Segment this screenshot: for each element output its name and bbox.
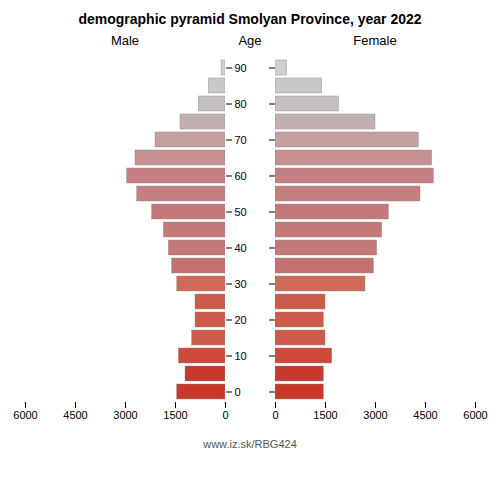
svg-text:4500: 4500: [413, 409, 437, 421]
svg-text:90: 90: [235, 62, 247, 74]
svg-text:60: 60: [235, 170, 247, 182]
svg-text:1500: 1500: [163, 409, 187, 421]
html-text:Age: Age: [238, 33, 262, 48]
svg-text:10: 10: [235, 350, 247, 362]
svg-text:40: 40: [235, 242, 247, 254]
svg-text:50: 50: [235, 206, 247, 218]
svg-text:6000: 6000: [13, 409, 37, 421]
svg-text:70: 70: [235, 134, 247, 146]
svg-text:3000: 3000: [113, 409, 137, 421]
svg-text:6000: 6000: [463, 409, 487, 421]
svg-text:1500: 1500: [313, 409, 337, 421]
svg-text:20: 20: [235, 314, 247, 326]
html-text:demographic pyramid Smolyan Pr: demographic pyramid Smolyan Province, ye…: [78, 11, 422, 27]
svg-text:3000: 3000: [363, 409, 387, 421]
svg-text:4500: 4500: [63, 409, 87, 421]
html-text:Male: Male: [110, 33, 140, 48]
html-text:Female: Female: [353, 33, 397, 48]
svg-text:0: 0: [235, 386, 241, 398]
svg-text:0: 0: [222, 409, 228, 421]
svg-text:30: 30: [235, 278, 247, 290]
svg-text:80: 80: [235, 98, 247, 110]
html-text:www.iz.sk/RBG424: www.iz.sk/RBG424: [203, 438, 297, 450]
svg-text:0: 0: [272, 409, 278, 421]
